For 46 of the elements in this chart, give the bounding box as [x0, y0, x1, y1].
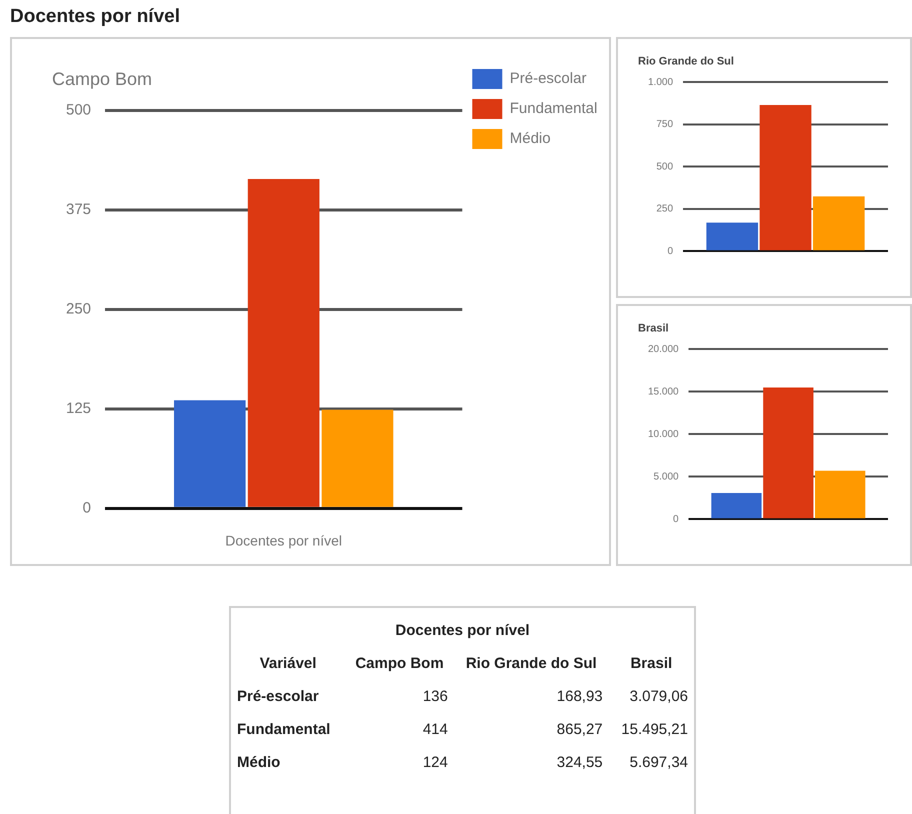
data-label: 124: [422, 753, 449, 773]
legend-label: Fundamental: [510, 100, 598, 118]
text: Variável: [258, 654, 318, 674]
y-tick-label: 250: [66, 300, 92, 318]
data-label: 414: [422, 720, 449, 740]
category-label: Fundamental: [236, 720, 332, 740]
category-label: Médio: [236, 753, 282, 773]
legend-label: Médio: [510, 130, 551, 148]
chart-title: Rio Grande do Sul: [638, 56, 734, 68]
bar: [760, 104, 812, 250]
bar: [814, 470, 866, 518]
y-tick-label: 5.000: [654, 471, 680, 482]
category-label: Pré-escolar: [236, 687, 320, 707]
y-tick-label: 15.000: [648, 386, 680, 398]
text: Brasil: [629, 654, 674, 674]
y-tick-label: 20.000: [648, 344, 680, 355]
chart-title: Campo Bom: [52, 68, 152, 89]
y-tick-label: 750: [656, 119, 674, 130]
x-axis-title: Docentes por nível: [225, 532, 342, 548]
y-tick-label: 0: [667, 246, 674, 257]
data-label: 324,55: [556, 753, 604, 773]
data-label: 865,27: [556, 720, 604, 740]
data-label: 5.697,34: [628, 753, 689, 773]
bar: [711, 493, 762, 518]
y-tick-label: 0: [673, 514, 680, 525]
text: Docentes por nível: [394, 621, 531, 641]
text: Rio Grande do Sul: [464, 654, 598, 674]
y-tick-label: 500: [66, 102, 92, 119]
data-label: 3.079,06: [628, 687, 689, 707]
y-tick-label: 250: [656, 204, 674, 215]
bar: [812, 196, 865, 250]
y-tick-label: 1.000: [648, 76, 674, 88]
y-tick-label: 0: [82, 500, 92, 517]
y-tick-label: 500: [656, 161, 674, 172]
chart-title: Brasil: [638, 322, 669, 335]
bar: [763, 387, 814, 518]
y-tick-label: 125: [66, 400, 92, 418]
data-label: 15.495,21: [620, 720, 689, 740]
data-label: 136: [422, 687, 449, 707]
data-label: 168,93: [556, 687, 604, 707]
legend-label: Pré-escolar: [510, 70, 586, 88]
y-tick-label: 10.000: [648, 428, 680, 440]
text: Campo Bom: [354, 654, 445, 674]
text: Docentes por nível: [10, 6, 180, 28]
y-tick-label: 375: [66, 201, 92, 218]
bar: [706, 222, 758, 250]
